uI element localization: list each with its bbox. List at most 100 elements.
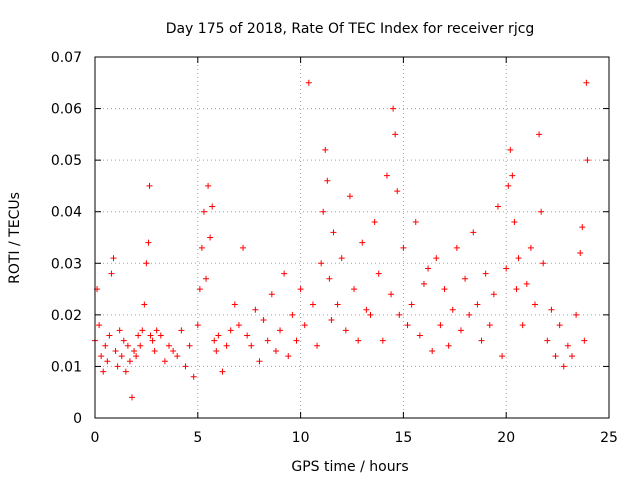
data-point	[503, 265, 510, 272]
y-tick-label: 0.02	[51, 308, 82, 324]
data-point	[573, 311, 580, 318]
axis-ticks	[94, 56, 610, 419]
data-point	[215, 332, 222, 339]
data-point	[470, 229, 477, 236]
data-point	[359, 239, 366, 246]
data-point	[568, 353, 575, 360]
data-point	[112, 347, 119, 354]
x-tick-label: 20	[497, 430, 515, 446]
data-point	[305, 79, 312, 86]
data-point	[400, 244, 407, 251]
data-point	[425, 265, 432, 272]
data-point	[174, 353, 181, 360]
data-point	[390, 105, 397, 112]
data-point	[584, 157, 591, 164]
x-tick-label: 5	[193, 430, 202, 446]
data-point	[441, 286, 448, 293]
data-point	[420, 280, 427, 287]
data-point	[494, 203, 501, 210]
data-point	[490, 291, 497, 298]
data-point	[209, 203, 216, 210]
data-point	[131, 347, 138, 354]
data-point	[219, 368, 226, 375]
data-point	[106, 332, 113, 339]
data-point	[392, 131, 399, 138]
data-point	[326, 275, 333, 282]
y-axis-label: ROTI / TECUs	[7, 192, 23, 284]
data-point	[248, 342, 255, 349]
data-point	[548, 306, 555, 313]
y-tick-label: 0.01	[51, 359, 82, 375]
y-tick-label: 0.04	[51, 205, 82, 221]
data-point	[100, 368, 107, 375]
data-point	[146, 182, 153, 189]
data-point	[429, 347, 436, 354]
data-point	[531, 301, 538, 308]
data-point	[240, 244, 247, 251]
data-point	[334, 301, 341, 308]
x-tick-label: 0	[91, 430, 100, 446]
data-point	[474, 301, 481, 308]
data-point	[96, 322, 103, 329]
data-point	[355, 337, 362, 344]
data-point	[328, 317, 335, 324]
x-tick-label: 15	[394, 430, 412, 446]
data-point	[190, 373, 197, 380]
data-point	[383, 172, 390, 179]
data-point	[330, 229, 337, 236]
data-point	[412, 219, 419, 226]
data-point	[137, 342, 144, 349]
data-point	[320, 208, 327, 215]
data-point	[583, 79, 590, 86]
data-point	[396, 311, 403, 318]
data-point	[507, 146, 514, 153]
y-tick-label: 0.07	[51, 50, 82, 66]
chart-title: Day 175 of 2018, Rate Of TEC Index for r…	[166, 21, 535, 37]
data-point	[207, 234, 214, 241]
data-point	[126, 358, 133, 365]
data-point	[540, 260, 547, 267]
data-point	[560, 363, 567, 370]
data-point	[536, 131, 543, 138]
y-tick-label: 0.06	[51, 102, 82, 118]
data-point	[394, 188, 401, 195]
data-point	[509, 172, 516, 179]
data-point	[499, 353, 506, 360]
data-point	[416, 332, 423, 339]
y-tick-label: 0.03	[51, 256, 82, 272]
data-point	[231, 301, 238, 308]
data-point	[293, 337, 300, 344]
data-point	[143, 260, 150, 267]
data-point	[161, 358, 168, 365]
data-point	[211, 337, 218, 344]
data-point	[252, 306, 259, 313]
y-tick-label: 0.05	[51, 153, 82, 169]
data-point	[178, 327, 185, 334]
data-point	[346, 193, 353, 200]
data-point	[166, 342, 173, 349]
data-point	[338, 255, 345, 262]
data-point	[519, 322, 526, 329]
data-point	[527, 244, 534, 251]
data-point	[371, 219, 378, 226]
data-point	[203, 275, 210, 282]
data-point	[268, 291, 275, 298]
data-point	[272, 347, 279, 354]
data-point	[404, 322, 411, 329]
data-point	[213, 347, 220, 354]
data-point	[186, 342, 193, 349]
data-point	[513, 286, 520, 293]
x-tick-label: 10	[292, 430, 310, 446]
data-point	[104, 358, 111, 365]
data-point	[145, 239, 152, 246]
data-point	[194, 322, 201, 329]
grid-lines	[95, 57, 609, 418]
data-point	[538, 208, 545, 215]
data-point	[157, 332, 164, 339]
data-point	[482, 270, 489, 277]
data-point	[433, 255, 440, 262]
data-point	[108, 270, 115, 277]
data-point	[552, 353, 559, 360]
data-point	[322, 146, 329, 153]
data-point	[544, 337, 551, 344]
